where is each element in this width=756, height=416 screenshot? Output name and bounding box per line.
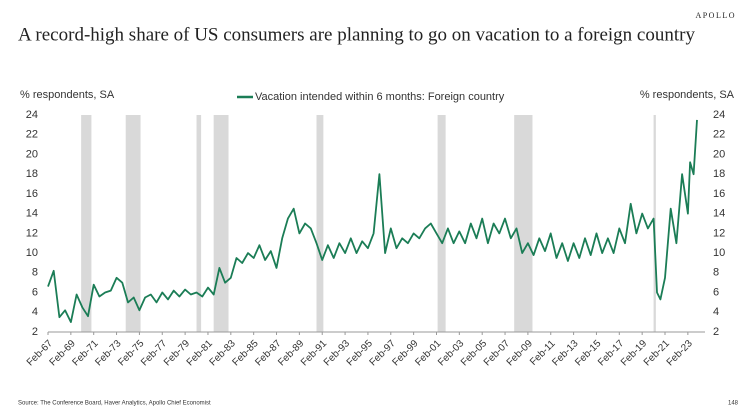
recession-band (81, 115, 92, 332)
recession-band (514, 115, 533, 332)
y-tick-label: 20 (26, 148, 38, 160)
y2-tick-label: 22 (713, 129, 725, 141)
legend-label: Vacation intended within 6 months: Forei… (255, 91, 505, 103)
y2-tick-label: 10 (713, 247, 725, 259)
y-tick-label: 4 (32, 306, 38, 318)
y-tick-label: 18 (26, 168, 38, 180)
y-tick-label: 12 (26, 227, 38, 239)
y-tick-label: 6 (32, 286, 38, 298)
page-number: 148 (728, 401, 739, 407)
y2-tick-label: 16 (713, 188, 725, 200)
x-tick-label: Feb-23 (665, 338, 695, 368)
y2-tick-label: 18 (713, 168, 725, 180)
y2-tick-label: 24 (713, 109, 725, 121)
y-tick-label: 16 (26, 188, 38, 200)
y2-tick-label: 2 (713, 326, 719, 338)
y-tick-label: 14 (26, 208, 38, 220)
y-tick-label: 8 (32, 267, 38, 279)
y-tick-label: 22 (26, 129, 38, 141)
y-tick-label: 10 (26, 247, 38, 259)
y-tick-label: 2 (32, 326, 38, 338)
data-line (47, 119, 698, 323)
source: Source: The Conference Board, Haver Anal… (18, 401, 211, 407)
recession-band (196, 115, 202, 332)
y2-tick-label: 6 (713, 286, 719, 298)
y-tick-label: 24 (26, 109, 38, 121)
y-axis-label: % respondents, SA (20, 89, 115, 101)
recession-band (213, 115, 229, 332)
recession-band (316, 115, 324, 332)
chart-title: A record-high share of US consumers are … (18, 24, 695, 45)
recession-band (437, 115, 446, 332)
y2-tick-label: 4 (713, 306, 719, 318)
y2-axis-label: % respondents, SA (640, 89, 735, 101)
y2-tick-label: 8 (713, 267, 719, 279)
y2-tick-label: 12 (713, 227, 725, 239)
recession-band (125, 115, 141, 332)
brand: APOLLO (695, 11, 736, 20)
y2-tick-label: 14 (713, 208, 725, 220)
y2-tick-label: 20 (713, 148, 725, 160)
